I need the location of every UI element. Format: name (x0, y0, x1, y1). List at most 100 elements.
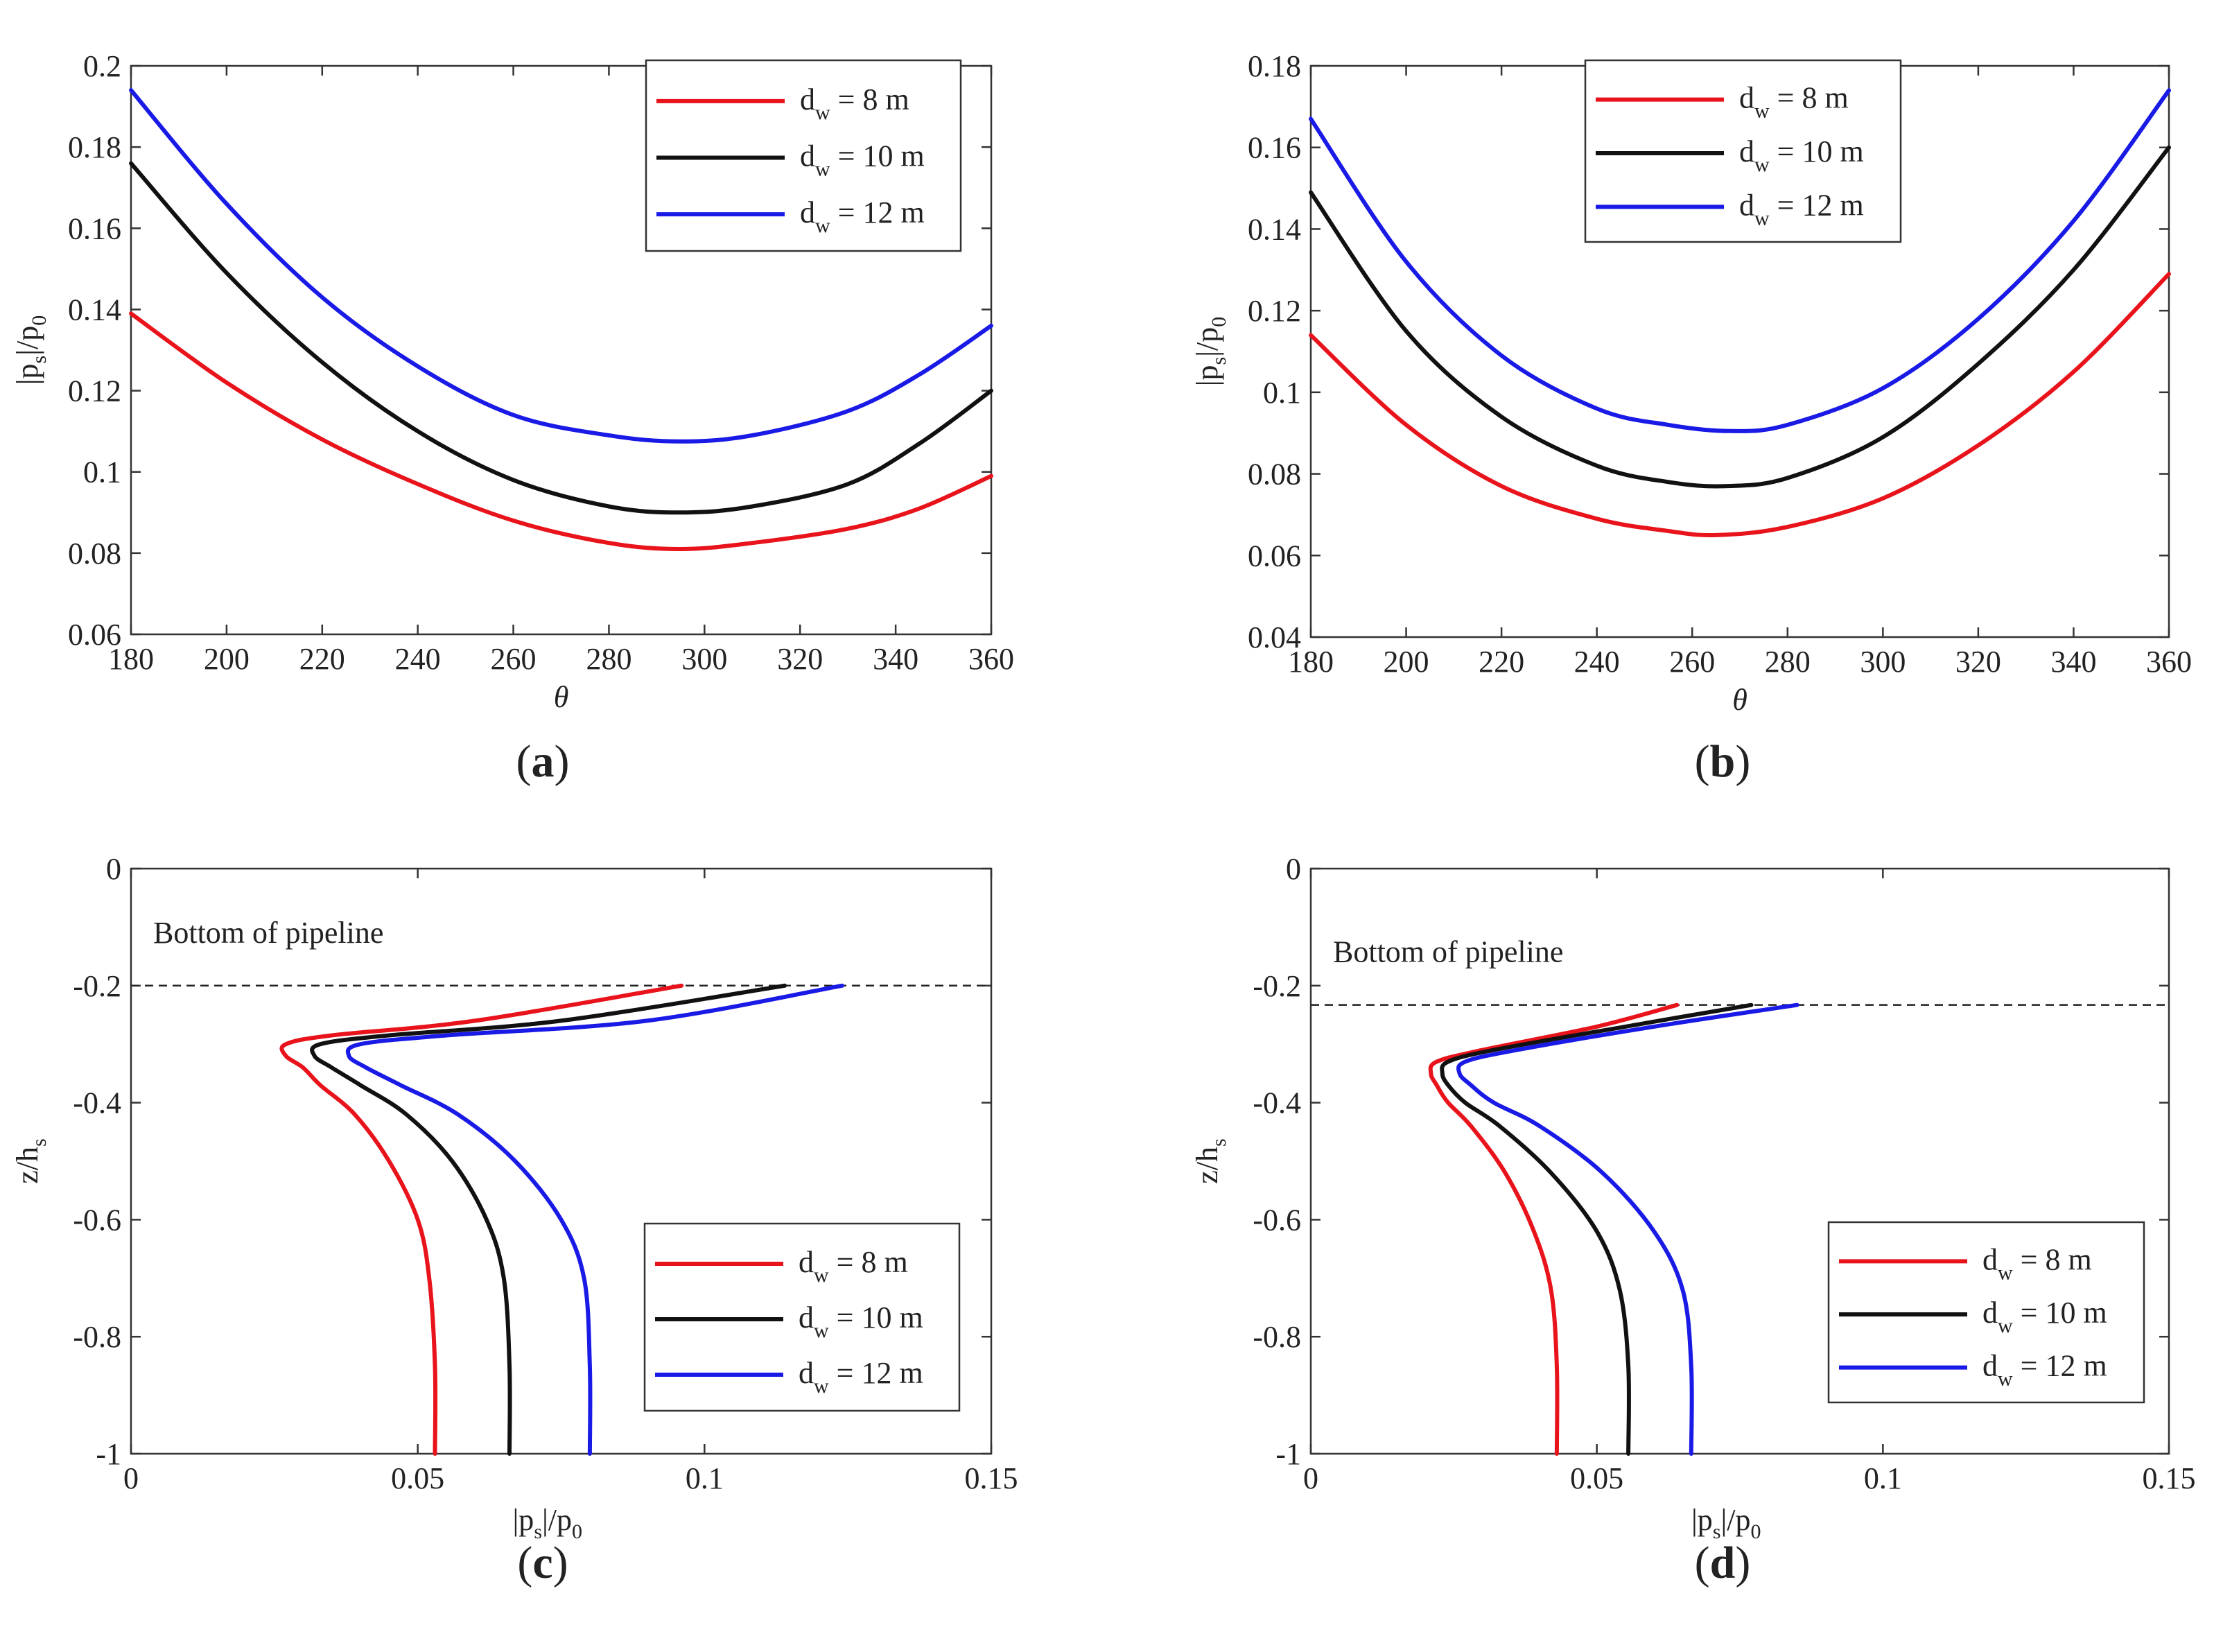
legend-entry: dw = 10 m (1739, 134, 1864, 176)
chart-panel-a: 180 200 220 240 260 280 300 320 340 360 0.06 0.08 0.… (10, 49, 1014, 787)
x-tick-label: 0.05 (391, 1461, 444, 1495)
chart-panel-c: 0 0.05 0.1 0.15 -1 -0.8 -0.6 -0.4 -0.2 0 |ps|/p0 z/… (10, 852, 1018, 1588)
x-tick-label: 340 (873, 642, 918, 676)
x-axis-label: |ps|/p0 (1691, 1503, 1761, 1543)
legend-entry: dw = 10 m (799, 1301, 923, 1342)
x-tick-label: 220 (1479, 645, 1524, 679)
y-tick-label: 0.2 (83, 49, 121, 83)
x-tick-label: 200 (204, 642, 250, 676)
panel-label: (d) (1695, 1538, 1751, 1588)
legend: dw = 8 m dw = 10 m dw = 12 m (1827, 1221, 2145, 1404)
y-axis-label: z/hs (1190, 1138, 1230, 1183)
x-tick-label: 300 (681, 642, 727, 676)
annotation-bottom-of-pipeline: Bottom of pipeline (1333, 935, 1563, 969)
legend: dw = 8 m dw = 10 m dw = 12 m (1584, 59, 1902, 243)
y-tick-label: 0.18 (1248, 49, 1301, 83)
axes-frame (130, 64, 993, 636)
legend-entry: dw = 12 m (1982, 1349, 2107, 1391)
legend-entry: dw = 12 m (800, 195, 925, 237)
y-tick-label: -1 (96, 1437, 121, 1471)
legend-entry: dw = 12 m (799, 1356, 923, 1398)
y-tick-label: -0.4 (1253, 1086, 1301, 1120)
x-tick-label: 240 (395, 642, 441, 676)
series-line-dw-8m (1428, 1002, 1680, 1456)
series-line-dw-8m (1309, 272, 2171, 538)
y-tick-label: -0.8 (73, 1320, 121, 1354)
x-axis-label: θ (1732, 683, 1747, 717)
x-tick-label: 0.15 (2143, 1461, 2196, 1495)
x-axis-label: θ (554, 680, 569, 714)
x-tick-label: 0 (123, 1461, 139, 1495)
y-axis-label: |ps|/p0 (1190, 317, 1230, 387)
series-line-dw-10m (129, 161, 993, 515)
series-line-dw-10m (310, 983, 787, 1456)
y-tick-label: 0.08 (68, 537, 121, 571)
series-line-dw-12m (1309, 88, 2171, 433)
y-tick-label: 0.04 (1248, 620, 1301, 654)
chart-panel-d: 0 0.05 0.1 0.15 -1 -0.8 -0.6 -0.4 -0.2 0 |ps|/p0 z/… (1190, 852, 2196, 1588)
y-tick-label: -0.6 (73, 1203, 121, 1237)
x-tick-label: 300 (1860, 645, 1906, 679)
y-tick-label: 0.12 (68, 374, 121, 408)
x-tick-label: 260 (1669, 645, 1715, 679)
panel-label: (c) (517, 1538, 568, 1588)
x-tick-label: 260 (491, 642, 537, 676)
x-tick-label: 0.05 (1570, 1461, 1623, 1495)
x-tick-label: 0.1 (1864, 1461, 1902, 1495)
x-tick-label: 240 (1574, 645, 1620, 679)
series-line-dw-12m (129, 88, 993, 444)
x-tick-label: 200 (1384, 645, 1429, 679)
y-tick-label: -1 (1275, 1437, 1301, 1471)
y-tick-label: 0.14 (68, 293, 121, 327)
y-tick-label: 0.18 (68, 130, 121, 164)
panel-label: (a) (516, 736, 570, 787)
legend-entry: dw = 10 m (1982, 1296, 2107, 1337)
x-tick-label: 360 (968, 642, 1014, 676)
axes-frame (130, 867, 993, 1455)
y-tick-label: 0.1 (1263, 376, 1301, 410)
x-tick-label: 280 (586, 642, 631, 676)
legend-entry: dw = 8 m (800, 82, 909, 124)
y-tick-label: 0.06 (1248, 539, 1301, 573)
y-tick-label: 0.08 (1248, 458, 1301, 492)
legend-entry: dw = 8 m (799, 1245, 908, 1287)
y-tick-label: -0.2 (1253, 969, 1301, 1003)
y-axis-label: |ps|/p0 (10, 315, 51, 385)
x-tick-label: 0 (1303, 1461, 1318, 1495)
y-tick-label: 0.14 (1248, 212, 1301, 246)
series-line-dw-12m (345, 983, 844, 1456)
series-line-dw-10m (1440, 1002, 1754, 1456)
legend-entry: dw = 8 m (1739, 81, 1849, 123)
legend-entry: dw = 12 m (1739, 188, 1864, 229)
y-tick-label: -0.2 (73, 969, 121, 1003)
panel-label: (b) (1695, 736, 1751, 787)
y-tick-label: 0.12 (1248, 294, 1301, 328)
x-tick-label: 320 (1955, 645, 2001, 679)
series-line-dw-12m (1456, 1002, 1799, 1456)
y-tick-label: 0.1 (83, 455, 121, 489)
y-axis-label: z/hs (10, 1138, 51, 1183)
y-tick-label: 0.06 (68, 618, 121, 652)
x-tick-label: 0.15 (965, 1461, 1018, 1495)
x-tick-label: 220 (299, 642, 345, 676)
y-tick-label: 0.16 (68, 211, 121, 245)
x-tick-label: 320 (777, 642, 823, 676)
y-tick-label: 0 (106, 852, 121, 886)
series-line-dw-8m (279, 983, 684, 1456)
y-tick-label: 0 (1286, 852, 1301, 886)
y-tick-label: -0.8 (1253, 1320, 1301, 1354)
x-tick-label: 180 (108, 642, 154, 676)
x-tick-label: 280 (1765, 645, 1811, 679)
series-line-dw-8m (129, 311, 993, 551)
axes-frame (1309, 867, 2170, 1455)
y-tick-label: -0.4 (73, 1086, 121, 1120)
legend: dw = 8 m dw = 10 m dw = 12 m (643, 1222, 961, 1412)
x-tick-label: 0.1 (686, 1461, 724, 1495)
x-tick-label: 360 (2146, 645, 2192, 679)
y-tick-label: -0.6 (1253, 1203, 1301, 1237)
legend-entry: dw = 8 m (1982, 1242, 2092, 1284)
legend: dw = 8 m dw = 10 m dw = 12 m (645, 59, 962, 252)
x-tick-label: 180 (1288, 645, 1334, 679)
annotation-bottom-of-pipeline: Bottom of pipeline (153, 916, 383, 950)
